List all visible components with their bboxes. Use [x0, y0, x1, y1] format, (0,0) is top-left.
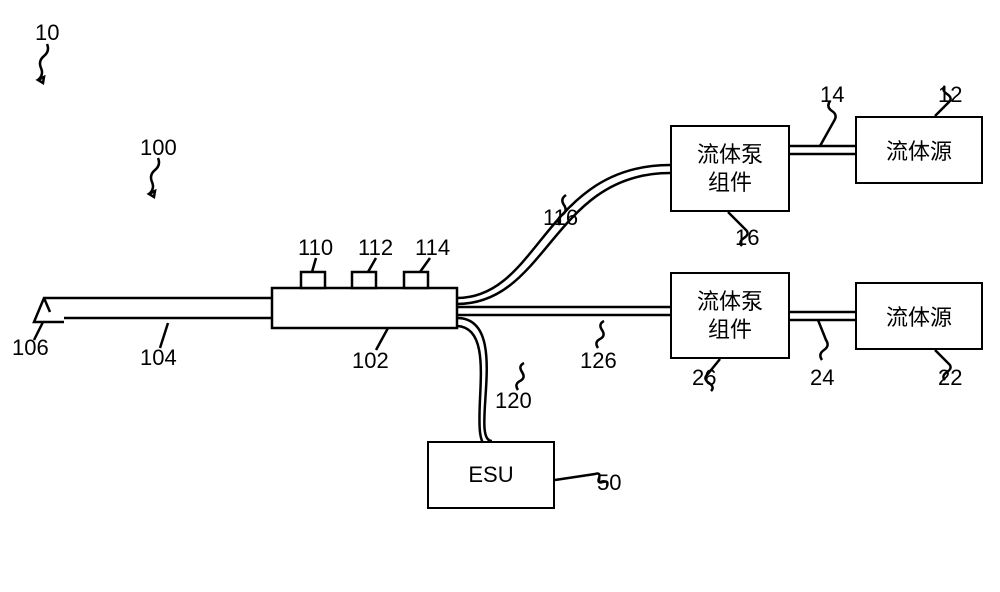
diagram-canvas: 流体泵 组件 流体源 流体泵 组件 流体源 ESU 10 100 106 104… [0, 0, 1000, 592]
button-2 [352, 272, 376, 288]
ref-102: 102 [352, 348, 389, 374]
ref-126: 126 [580, 348, 617, 374]
ref-100: 100 [140, 135, 177, 161]
source-2-box: 流体源 [855, 282, 983, 350]
ref-106: 106 [12, 335, 49, 361]
esu-label: ESU [468, 462, 513, 488]
ref-16: 16 [735, 225, 759, 251]
ref-22: 22 [938, 365, 962, 391]
ref-26: 26 [692, 365, 716, 391]
tube-116-outer [457, 165, 670, 298]
esu-box: ESU [427, 441, 555, 509]
ref-10: 10 [35, 20, 59, 46]
handle-body [272, 288, 457, 328]
squiggle-10 [38, 44, 48, 80]
source-1-label: 流体源 [886, 134, 952, 166]
ref-50: 50 [597, 470, 621, 496]
ref-112: 112 [358, 235, 393, 261]
pump-2-label: 流体泵 组件 [697, 288, 763, 343]
pump-2-box: 流体泵 组件 [670, 272, 790, 359]
ref-114: 114 [415, 235, 450, 261]
tube-116-inner [457, 173, 670, 304]
squiggle-100 [149, 158, 159, 194]
ref-116: 116 [543, 205, 578, 231]
pump-1-box: 流体泵 组件 [670, 125, 790, 212]
ref-24: 24 [810, 365, 834, 391]
source-2-label: 流体源 [886, 300, 952, 332]
squiggle-126 [596, 321, 604, 348]
ref-14: 14 [820, 82, 844, 108]
tip-inner [44, 298, 50, 312]
squiggle-120 [516, 363, 524, 390]
ref-12: 12 [938, 82, 962, 108]
ref-104: 104 [140, 345, 177, 371]
squiggle-24 [818, 320, 828, 360]
source-1-box: 流体源 [855, 116, 983, 184]
button-1 [301, 272, 325, 288]
button-3 [404, 272, 428, 288]
ref-120: 120 [495, 388, 532, 414]
ref-110: 110 [298, 235, 333, 261]
squiggle-102 [376, 328, 388, 350]
pump-1-label: 流体泵 组件 [697, 141, 763, 196]
